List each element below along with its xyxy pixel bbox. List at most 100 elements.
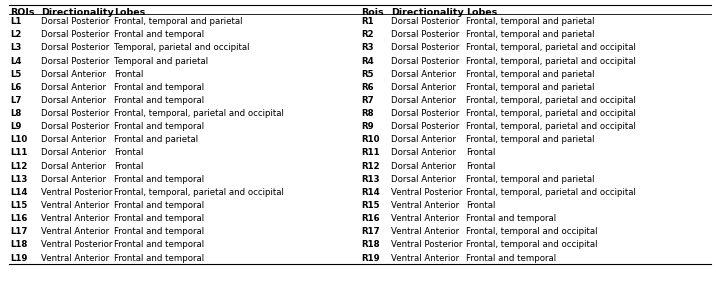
Text: Frontal, temporal, parietal and occipital: Frontal, temporal, parietal and occipita…	[466, 96, 636, 105]
Text: Dorsal Anterior: Dorsal Anterior	[41, 70, 106, 79]
Text: R6: R6	[361, 83, 374, 92]
Text: Dorsal Posterior: Dorsal Posterior	[41, 30, 109, 39]
Text: Ventral Posterior: Ventral Posterior	[391, 240, 462, 249]
Text: Dorsal Posterior: Dorsal Posterior	[391, 109, 459, 118]
Text: Dorsal Anterior: Dorsal Anterior	[41, 162, 106, 171]
Text: L3: L3	[10, 44, 22, 52]
Text: Ventral Anterior: Ventral Anterior	[41, 227, 109, 236]
Text: Frontal, temporal, parietal and occipital: Frontal, temporal, parietal and occipita…	[466, 122, 636, 131]
Text: Dorsal Posterior: Dorsal Posterior	[41, 57, 109, 66]
Text: R11: R11	[361, 148, 380, 158]
Text: R13: R13	[361, 175, 380, 184]
Text: R12: R12	[361, 162, 380, 171]
Text: L14: L14	[10, 188, 27, 197]
Text: R14: R14	[361, 188, 380, 197]
Text: Frontal and temporal: Frontal and temporal	[114, 214, 204, 223]
Text: R9: R9	[361, 122, 374, 131]
Text: Ventral Anterior: Ventral Anterior	[391, 214, 459, 223]
Text: R1: R1	[361, 17, 374, 26]
Text: Dorsal Anterior: Dorsal Anterior	[391, 96, 456, 105]
Text: Ventral Anterior: Ventral Anterior	[41, 214, 109, 223]
Text: Dorsal Anterior: Dorsal Anterior	[41, 135, 106, 144]
Text: L18: L18	[10, 240, 27, 249]
Text: Frontal, temporal, parietal and occipital: Frontal, temporal, parietal and occipita…	[114, 109, 284, 118]
Text: Frontal, temporal and parietal: Frontal, temporal and parietal	[466, 70, 594, 79]
Text: R2: R2	[361, 30, 374, 39]
Text: L11: L11	[10, 148, 27, 158]
Text: Dorsal Anterior: Dorsal Anterior	[41, 96, 106, 105]
Text: R17: R17	[361, 227, 380, 236]
Text: Dorsal Posterior: Dorsal Posterior	[391, 44, 459, 52]
Text: Dorsal Posterior: Dorsal Posterior	[391, 57, 459, 66]
Text: L6: L6	[10, 83, 22, 92]
Text: Dorsal Posterior: Dorsal Posterior	[41, 17, 109, 26]
Text: Dorsal Anterior: Dorsal Anterior	[391, 175, 456, 184]
Text: Dorsal Posterior: Dorsal Posterior	[41, 44, 109, 52]
Text: Directionality: Directionality	[391, 9, 464, 17]
Text: Frontal, temporal and occipital: Frontal, temporal and occipital	[466, 227, 598, 236]
Text: Ventral Anterior: Ventral Anterior	[391, 254, 459, 262]
Text: R10: R10	[361, 135, 380, 144]
Text: Ventral Posterior: Ventral Posterior	[41, 240, 112, 249]
Text: Frontal, temporal and parietal: Frontal, temporal and parietal	[466, 17, 594, 26]
Text: L19: L19	[10, 254, 27, 262]
Text: Frontal and temporal: Frontal and temporal	[114, 122, 204, 131]
Text: Frontal, temporal and parietal: Frontal, temporal and parietal	[466, 135, 594, 144]
Text: Frontal, temporal, parietal and occipital: Frontal, temporal, parietal and occipita…	[466, 109, 636, 118]
Text: Rois: Rois	[361, 9, 384, 17]
Text: R18: R18	[361, 240, 380, 249]
Text: L10: L10	[10, 135, 27, 144]
Text: Dorsal Anterior: Dorsal Anterior	[391, 83, 456, 92]
Text: L7: L7	[10, 96, 22, 105]
Text: L5: L5	[10, 70, 22, 79]
Text: Directionality: Directionality	[41, 9, 114, 17]
Text: Frontal: Frontal	[114, 162, 144, 171]
Text: Frontal and temporal: Frontal and temporal	[114, 227, 204, 236]
Text: Frontal, temporal and occipital: Frontal, temporal and occipital	[466, 240, 598, 249]
Text: Frontal, temporal, parietal and occipital: Frontal, temporal, parietal and occipita…	[466, 188, 636, 197]
Text: Dorsal Posterior: Dorsal Posterior	[391, 30, 459, 39]
Text: Frontal and temporal: Frontal and temporal	[114, 240, 204, 249]
Text: R5: R5	[361, 70, 374, 79]
Text: Ventral Anterior: Ventral Anterior	[41, 254, 109, 262]
Text: Lobes: Lobes	[114, 9, 145, 17]
Text: R4: R4	[361, 57, 374, 66]
Text: Frontal: Frontal	[114, 70, 144, 79]
Text: Dorsal Posterior: Dorsal Posterior	[391, 17, 459, 26]
Text: Ventral Anterior: Ventral Anterior	[41, 201, 109, 210]
Text: Dorsal Anterior: Dorsal Anterior	[391, 135, 456, 144]
Text: L9: L9	[10, 122, 22, 131]
Text: Frontal, temporal and parietal: Frontal, temporal and parietal	[466, 83, 594, 92]
Text: Frontal and parietal: Frontal and parietal	[114, 135, 199, 144]
Text: Dorsal Anterior: Dorsal Anterior	[391, 148, 456, 158]
Text: Frontal: Frontal	[466, 201, 495, 210]
Text: Dorsal Posterior: Dorsal Posterior	[41, 122, 109, 131]
Text: R16: R16	[361, 214, 380, 223]
Text: Dorsal Posterior: Dorsal Posterior	[391, 122, 459, 131]
Text: Dorsal Anterior: Dorsal Anterior	[391, 70, 456, 79]
Text: R7: R7	[361, 96, 374, 105]
Text: ROIs: ROIs	[10, 9, 35, 17]
Text: Frontal and temporal: Frontal and temporal	[114, 96, 204, 105]
Text: R19: R19	[361, 254, 380, 262]
Text: R8: R8	[361, 109, 374, 118]
Text: Frontal and temporal: Frontal and temporal	[114, 83, 204, 92]
Text: Ventral Posterior: Ventral Posterior	[391, 188, 462, 197]
Text: Dorsal Anterior: Dorsal Anterior	[41, 175, 106, 184]
Text: Frontal: Frontal	[466, 162, 495, 171]
Text: Frontal: Frontal	[114, 148, 144, 158]
Text: L8: L8	[10, 109, 22, 118]
Text: Frontal and temporal: Frontal and temporal	[114, 201, 204, 210]
Text: L1: L1	[10, 17, 22, 26]
Text: Frontal and temporal: Frontal and temporal	[114, 30, 204, 39]
Text: L4: L4	[10, 57, 22, 66]
Text: Ventral Anterior: Ventral Anterior	[391, 227, 459, 236]
Text: Frontal: Frontal	[466, 148, 495, 158]
Text: Dorsal Anterior: Dorsal Anterior	[41, 83, 106, 92]
Text: L2: L2	[10, 30, 22, 39]
Text: Dorsal Anterior: Dorsal Anterior	[41, 148, 106, 158]
Text: Frontal, temporal, parietal and occipital: Frontal, temporal, parietal and occipita…	[466, 57, 636, 66]
Text: Dorsal Anterior: Dorsal Anterior	[391, 162, 456, 171]
Text: Frontal and temporal: Frontal and temporal	[114, 175, 204, 184]
Text: L12: L12	[10, 162, 27, 171]
